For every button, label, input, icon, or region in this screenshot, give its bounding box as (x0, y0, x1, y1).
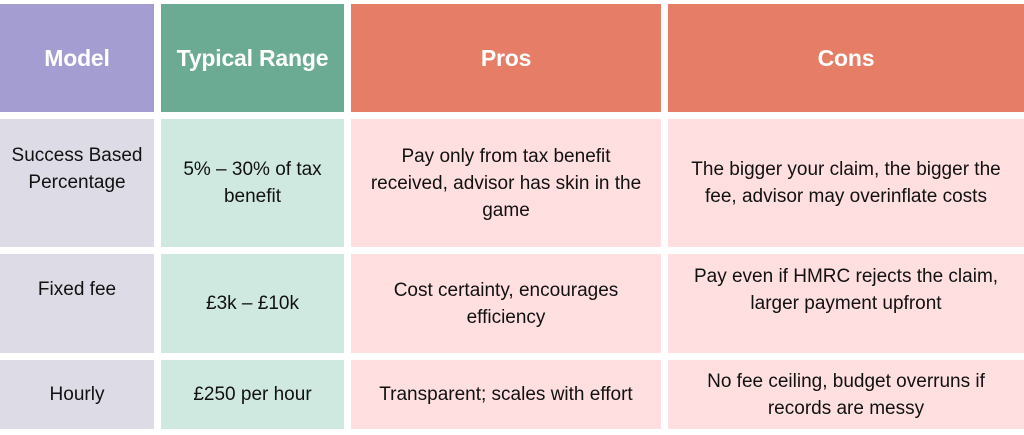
cell-row3-typical-range-text: £250 per hour (193, 384, 312, 405)
cell-row3-cons: No fee ceiling, budget overruns if recor… (668, 360, 1024, 429)
cell-row3-pros: Transparent; scales with effort (351, 360, 661, 429)
cell-row2-typical-range: £3k – £10k (161, 254, 344, 353)
header-cons: Cons (668, 4, 1024, 112)
cell-row1-cons-text: The bigger your claim, the bigger the fe… (691, 159, 1001, 207)
cell-row3-typical-range: £250 per hour (161, 360, 344, 429)
cell-row1-model: Success Based Percentage (0, 119, 154, 247)
cell-row2-pros-text: Cost certainty, encourages efficiency (393, 279, 619, 328)
cell-row2-cons: Pay even if HMRC rejects the claim, larg… (668, 254, 1024, 353)
header-typical-range-label: Typical Range (176, 45, 329, 71)
header-typical-range: Typical Range (161, 4, 344, 112)
cell-row1-pros-text: Pay only from tax benefit received, advi… (370, 145, 642, 221)
header-pros-label: Pros (480, 45, 532, 71)
header-model-label: Model (44, 45, 110, 71)
cell-row3-cons-text: No fee ceiling, budget overruns if recor… (707, 370, 985, 419)
cell-row2-cons-text: Pay even if HMRC rejects the claim, larg… (693, 265, 999, 314)
cell-row2-model-text: Fixed fee (37, 279, 117, 300)
cell-row2-typical-range-text: £3k – £10k (206, 293, 299, 314)
cell-row2-model: Fixed fee (0, 254, 154, 353)
cell-row3-pros-text: Transparent; scales with effort (379, 384, 633, 405)
cell-row1-typical-range-text: 5% – 30% of tax benefit (183, 159, 322, 207)
header-model: Model (0, 4, 154, 112)
cell-row1-cons: The bigger your claim, the bigger the fe… (668, 119, 1024, 247)
cell-row3-model-text: Hourly (49, 384, 105, 405)
cell-row3-model: Hourly (0, 360, 154, 429)
cell-row1-model-text: Success Based Percentage (11, 145, 143, 193)
cell-row1-pros: Pay only from tax benefit received, advi… (351, 119, 661, 247)
cell-row1-typical-range: 5% – 30% of tax benefit (161, 119, 344, 247)
header-pros: Pros (351, 4, 661, 112)
header-cons-label: Cons (817, 45, 875, 71)
cell-row2-pros: Cost certainty, encourages efficiency (351, 254, 661, 353)
